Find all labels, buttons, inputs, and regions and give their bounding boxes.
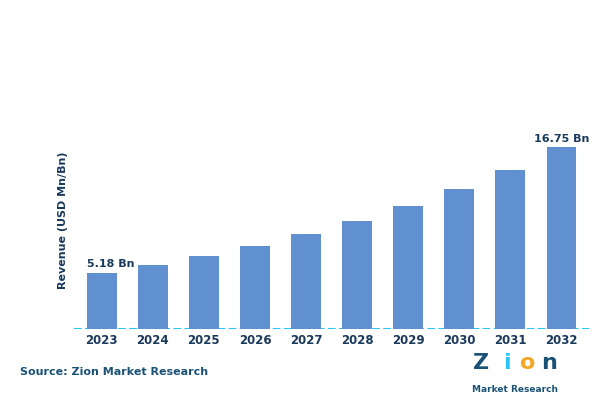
Text: 5.18 Bn: 5.18 Bn bbox=[87, 259, 135, 269]
Text: Global Market Size, 2024-2032 (USD Billion): Global Market Size, 2024-2032 (USD Billi… bbox=[161, 53, 453, 66]
Text: o: o bbox=[520, 353, 536, 373]
Text: Z: Z bbox=[473, 353, 489, 373]
Bar bbox=[240, 246, 270, 329]
Bar bbox=[546, 148, 576, 329]
Text: Source: Zion Market Research: Source: Zion Market Research bbox=[20, 367, 208, 377]
Bar bbox=[445, 189, 474, 329]
Bar bbox=[342, 221, 372, 329]
Text: Market Research: Market Research bbox=[472, 385, 558, 394]
Text: CAGR : 13.92%: CAGR : 13.92% bbox=[100, 151, 210, 164]
Bar bbox=[495, 170, 525, 329]
Text: Digital Rights Management Market,: Digital Rights Management Market, bbox=[141, 17, 473, 34]
Bar bbox=[394, 207, 423, 329]
Bar bbox=[138, 265, 168, 329]
Text: n: n bbox=[542, 353, 558, 373]
Bar bbox=[291, 235, 321, 329]
Text: 16.75 Bn: 16.75 Bn bbox=[534, 134, 589, 144]
Y-axis label: Revenue (USD Mn/Bn): Revenue (USD Mn/Bn) bbox=[58, 152, 68, 289]
Bar bbox=[189, 256, 219, 329]
Bar bbox=[87, 273, 117, 329]
Text: i: i bbox=[503, 353, 510, 373]
